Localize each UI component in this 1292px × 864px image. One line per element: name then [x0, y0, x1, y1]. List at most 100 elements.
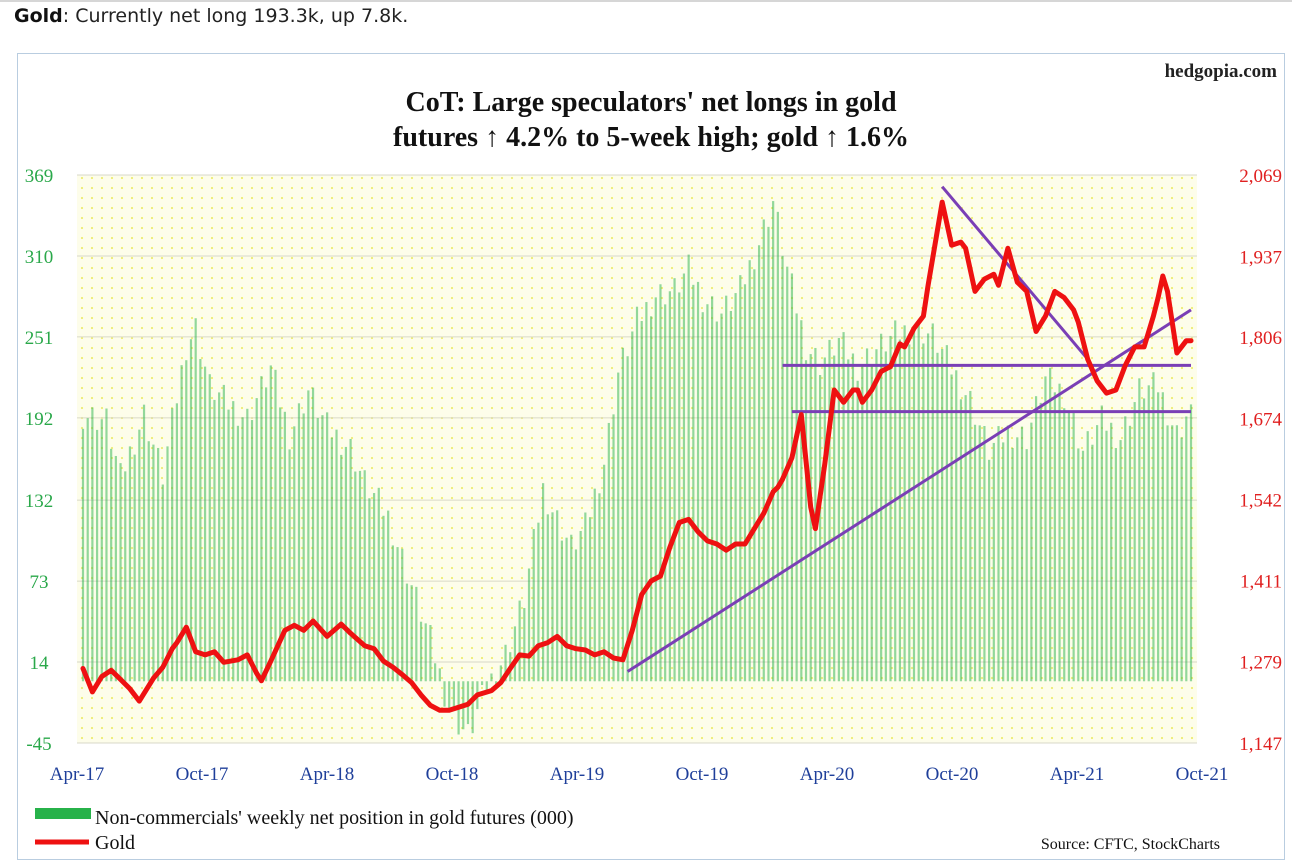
legend: Non-commercials' weekly net position in …	[35, 807, 574, 854]
net-position-bar	[847, 359, 850, 682]
net-position-bar	[588, 517, 592, 682]
net-position-bar	[1091, 444, 1094, 682]
net-position-bar	[819, 375, 822, 682]
net-position-bar	[574, 549, 578, 682]
left-axis-tick-label: 14	[30, 653, 50, 674]
net-position-bar	[1138, 378, 1141, 682]
net-position-bar	[941, 348, 944, 682]
net-position-bar	[297, 403, 301, 682]
net-position-bar	[429, 625, 432, 682]
net-position-bar	[1063, 408, 1066, 682]
net-position-bar	[128, 446, 132, 682]
net-position-bar	[912, 330, 916, 682]
right-axis-tick-label: 2,069	[1239, 166, 1282, 187]
net-position-bar	[560, 540, 563, 682]
net-position-bar	[490, 673, 493, 682]
trendline	[626, 308, 1192, 673]
net-position-bar	[1124, 416, 1127, 682]
left-axis-tick-label: 310	[25, 247, 54, 268]
caption-asset: Gold	[14, 5, 63, 27]
net-position-bar	[513, 626, 517, 682]
net-position-bar	[218, 392, 221, 682]
net-position-bar	[800, 320, 803, 682]
net-position-bar	[795, 313, 798, 682]
net-position-bar	[246, 408, 249, 682]
left-axis-tick-label: 251	[25, 328, 54, 349]
gold-price-line	[80, 199, 1194, 713]
x-axis-tick-label: Apr-19	[550, 764, 605, 785]
net-position-bar	[95, 429, 99, 682]
net-position-bar	[706, 304, 709, 682]
net-position-bar	[772, 201, 775, 682]
net-position-bar	[1096, 425, 1099, 682]
net-position-bar	[91, 407, 94, 682]
net-position-bar	[124, 471, 127, 682]
left-axis-tick-label: -45	[26, 734, 51, 755]
net-position-bar	[1081, 450, 1085, 682]
right-axis-tick-label: 1,147	[1239, 734, 1282, 755]
net-position-bar	[898, 339, 902, 682]
net-position-bar	[499, 665, 502, 682]
net-position-bar	[1025, 449, 1028, 682]
net-position-bar	[767, 226, 770, 682]
net-position-bar	[537, 522, 540, 682]
net-position-bar	[448, 681, 451, 712]
net-position-bar	[790, 273, 794, 682]
net-position-bar	[382, 515, 385, 682]
net-position-bar	[471, 681, 474, 734]
net-position-bar	[556, 510, 559, 682]
net-position-bar	[1049, 367, 1052, 682]
net-position-bar	[720, 313, 723, 682]
net-position-bar	[269, 365, 272, 682]
net-position-bar	[1166, 425, 1169, 682]
right-axis-tick-label: 1,542	[1239, 491, 1282, 512]
net-position-bar	[593, 488, 596, 682]
net-position-bar	[485, 681, 488, 695]
right-axis-tick-label: 1,674	[1239, 409, 1282, 430]
net-position-bar	[748, 260, 751, 682]
net-position-bar	[504, 644, 507, 682]
x-axis-tick-label: Oct-17	[176, 764, 229, 785]
net-position-bar	[833, 355, 836, 682]
net-position-bar	[762, 219, 765, 682]
net-position-bar	[678, 292, 681, 682]
net-position-bar	[265, 387, 268, 682]
net-position-bar	[1185, 416, 1188, 682]
net-position-bar	[415, 586, 418, 682]
net-position-bar	[1100, 405, 1103, 682]
net-position-bar	[419, 621, 423, 682]
net-position-bar	[725, 295, 728, 682]
net-position-bar	[903, 325, 906, 682]
net-position-bar	[626, 356, 629, 682]
net-position-bar	[711, 296, 714, 682]
net-position-bar	[621, 347, 625, 682]
net-position-bar	[978, 425, 981, 682]
net-position-bar	[208, 374, 211, 682]
net-position-bar	[100, 419, 103, 682]
x-axis-tick-label: Apr-17	[50, 764, 105, 785]
net-position-bar	[288, 449, 291, 682]
net-position-bar	[673, 278, 676, 682]
net-position-bar	[542, 483, 545, 682]
net-position-bar	[147, 441, 150, 682]
net-position-bar	[1180, 437, 1183, 682]
net-position-bar	[851, 353, 855, 682]
caption: Gold: Currently net long 193.3k, up 7.8k…	[14, 5, 408, 27]
net-position-bar	[631, 331, 634, 682]
net-position-bar	[645, 302, 648, 682]
net-position-bar	[715, 321, 718, 682]
net-position-bar	[687, 254, 690, 682]
net-position-bar	[889, 335, 892, 682]
net-position-bar	[1157, 392, 1160, 682]
net-position-bar	[203, 366, 207, 682]
net-position-bar	[1006, 425, 1009, 682]
net-position-bar	[659, 284, 662, 682]
net-position-bar	[443, 681, 446, 707]
net-position-bar	[438, 668, 441, 682]
net-position-bar	[523, 607, 526, 682]
net-position-bar	[696, 281, 700, 682]
net-position-bar	[856, 380, 859, 682]
net-position-bar	[344, 446, 348, 682]
net-position-bar	[250, 420, 254, 682]
net-position-bar	[81, 428, 85, 682]
